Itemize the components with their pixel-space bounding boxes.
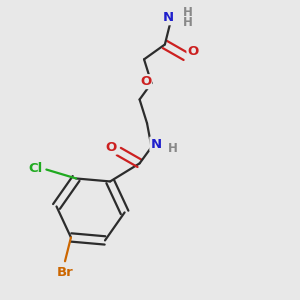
Text: H: H <box>183 16 193 29</box>
Text: N: N <box>150 138 161 151</box>
Text: H: H <box>183 6 193 19</box>
Text: H: H <box>168 142 178 155</box>
Text: O: O <box>106 140 117 154</box>
Text: N: N <box>162 11 173 24</box>
Text: O: O <box>140 75 151 88</box>
Text: Br: Br <box>57 266 74 279</box>
Text: Cl: Cl <box>28 162 42 175</box>
Text: O: O <box>188 45 199 58</box>
